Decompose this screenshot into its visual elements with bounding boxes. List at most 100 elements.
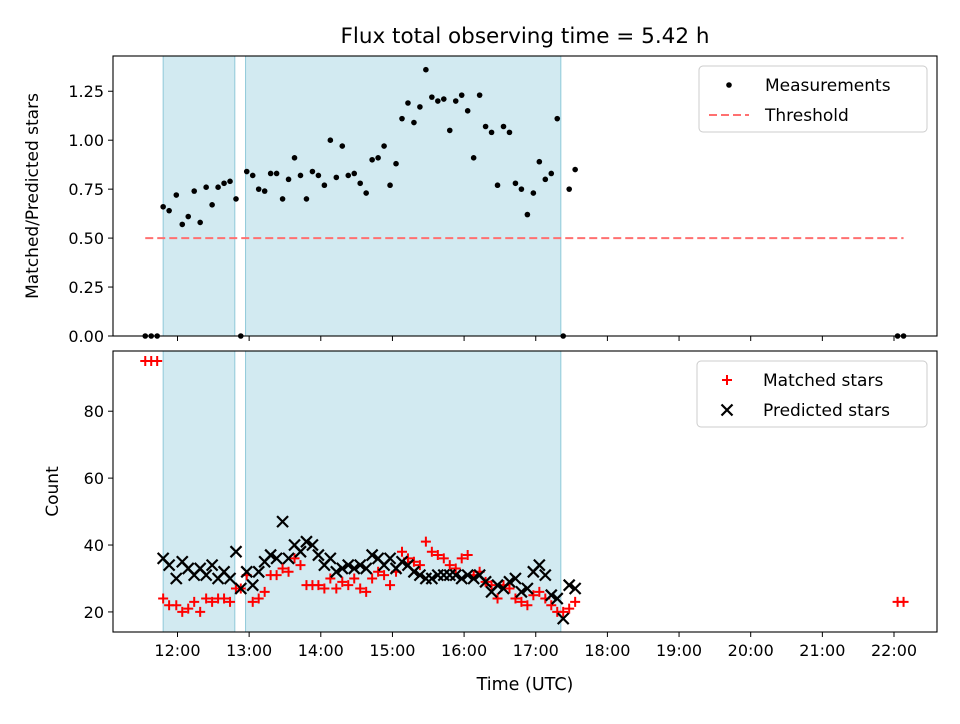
measurement-point	[215, 184, 221, 190]
measurement-point	[357, 180, 364, 187]
measurement-point	[375, 155, 381, 161]
matched-star-point	[313, 580, 324, 591]
measurement-point	[488, 129, 495, 136]
matched-star-point	[510, 593, 521, 604]
matched-star-point	[277, 563, 288, 574]
matched-star-point	[253, 593, 264, 604]
matched-star-point	[271, 570, 282, 581]
matched-star-point	[414, 560, 425, 571]
measurement-point	[494, 182, 501, 189]
measurement-point	[411, 119, 417, 126]
predicted-star-point	[544, 588, 558, 602]
predicted-star-point	[341, 558, 355, 572]
matched-star-point	[319, 583, 330, 594]
matched-star-point	[570, 596, 581, 607]
measurement-point	[233, 196, 239, 202]
matched-star-point	[438, 553, 449, 564]
predicted-star-point	[509, 572, 522, 585]
measurement-point	[387, 182, 393, 189]
bottom-panel: 12:00 13:00 14:00 15:00 16:00 17:00 18:00 19:00…	[43, 350, 938, 660]
observing-window-span	[245, 351, 561, 632]
predicted-star-point	[276, 515, 289, 528]
matched-star-point	[564, 603, 575, 614]
series-predicted-stars	[156, 515, 582, 625]
predicted-star-point	[240, 565, 254, 579]
matched-star-point	[462, 550, 473, 561]
predicted-star-point	[425, 572, 439, 585]
measurement-point	[249, 172, 256, 179]
predicted-star-point	[252, 565, 265, 579]
matched-star-point	[337, 576, 348, 587]
legend-matched-swatch	[722, 375, 732, 385]
matched-star-point	[379, 570, 390, 581]
matched-star-point	[432, 550, 443, 561]
measurement-point	[536, 158, 543, 165]
measurement-point	[309, 168, 316, 175]
matched-star-point	[295, 560, 306, 571]
predicted-star-point	[205, 558, 219, 572]
measurement-point	[303, 196, 310, 202]
matched-star-point	[343, 580, 354, 591]
y-axis-label: Matched/Predicted stars	[23, 93, 43, 299]
measurement-point	[530, 190, 537, 196]
matched-star-point	[534, 586, 545, 597]
axes-frame	[112, 350, 938, 633]
predicted-star-point	[407, 565, 421, 579]
predicted-star-point	[515, 585, 528, 599]
predicted-star-point	[229, 545, 243, 558]
matched-star-point	[289, 553, 300, 564]
x-tick-label: 13:00	[226, 641, 272, 660]
predicted-star-point	[300, 535, 313, 548]
measurement-point	[518, 186, 525, 192]
y-tick-label: 80	[84, 402, 104, 421]
matched-star-point	[385, 580, 396, 591]
measurement-point	[417, 104, 423, 110]
measurement-point	[452, 98, 459, 104]
predicted-star-point	[306, 538, 319, 552]
legend-label: Measurements	[765, 76, 891, 96]
matched-star-point	[195, 606, 206, 617]
measurement-point	[197, 219, 203, 226]
predicted-star-point	[162, 558, 176, 572]
matched-star-point	[355, 583, 366, 594]
x-tick-label: 18:00	[584, 641, 630, 660]
measurement-point	[166, 207, 172, 214]
measurement-point	[542, 176, 549, 183]
measurement-point	[333, 174, 340, 181]
predicted-star-point	[246, 578, 259, 592]
measurement-point	[243, 168, 250, 175]
measurement-point	[446, 127, 453, 134]
y-tick-label: 1.00	[68, 131, 104, 150]
predicted-star-point	[170, 572, 183, 585]
predicted-star-point	[294, 545, 307, 558]
legend-measurement-swatch	[726, 82, 732, 88]
predicted-star-point	[461, 568, 474, 582]
y-tick-label: 20	[84, 603, 104, 622]
predicted-star-point	[270, 552, 283, 565]
predicted-star-point	[550, 592, 564, 605]
x-tick-label: 21:00	[799, 641, 845, 660]
predicted-star-point	[359, 562, 373, 575]
measurement-point	[273, 170, 280, 177]
measurement-point	[464, 108, 471, 114]
measurement-point	[291, 155, 298, 161]
matched-star-point	[325, 573, 336, 584]
measurement-point	[315, 172, 322, 179]
measurement-point	[405, 100, 411, 106]
legend-predicted-swatch	[720, 403, 734, 417]
measurement-point	[363, 190, 369, 196]
measurement-point	[399, 115, 405, 122]
matched-star-point	[420, 536, 431, 547]
legend-box	[696, 360, 928, 428]
measurement-point	[327, 137, 334, 143]
predicted-star-point	[467, 572, 480, 585]
x-tick-label: 20:00	[728, 641, 774, 660]
measurement-point	[470, 155, 477, 161]
matched-star-point	[492, 593, 503, 604]
legend: Matched stars Predicted stars	[696, 360, 928, 428]
predicted-star-point	[347, 562, 361, 575]
x-tick-label: 19:00	[656, 641, 702, 660]
predicted-star-point	[282, 552, 295, 565]
legend-box	[698, 65, 928, 133]
measurement-point	[173, 192, 180, 198]
